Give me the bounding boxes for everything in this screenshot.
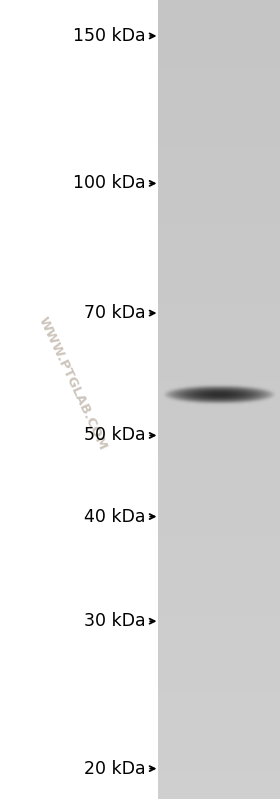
- Text: 50 kDa: 50 kDa: [84, 427, 145, 444]
- Text: 40 kDa: 40 kDa: [84, 507, 145, 526]
- Bar: [0, 0, 158, 799]
- Text: 150 kDa: 150 kDa: [73, 27, 145, 45]
- Text: 70 kDa: 70 kDa: [84, 304, 145, 322]
- Text: 30 kDa: 30 kDa: [84, 612, 145, 630]
- Text: WWW.PTGLAB.COM: WWW.PTGLAB.COM: [36, 315, 109, 452]
- Text: 20 kDa: 20 kDa: [84, 760, 145, 777]
- Text: 100 kDa: 100 kDa: [73, 174, 145, 193]
